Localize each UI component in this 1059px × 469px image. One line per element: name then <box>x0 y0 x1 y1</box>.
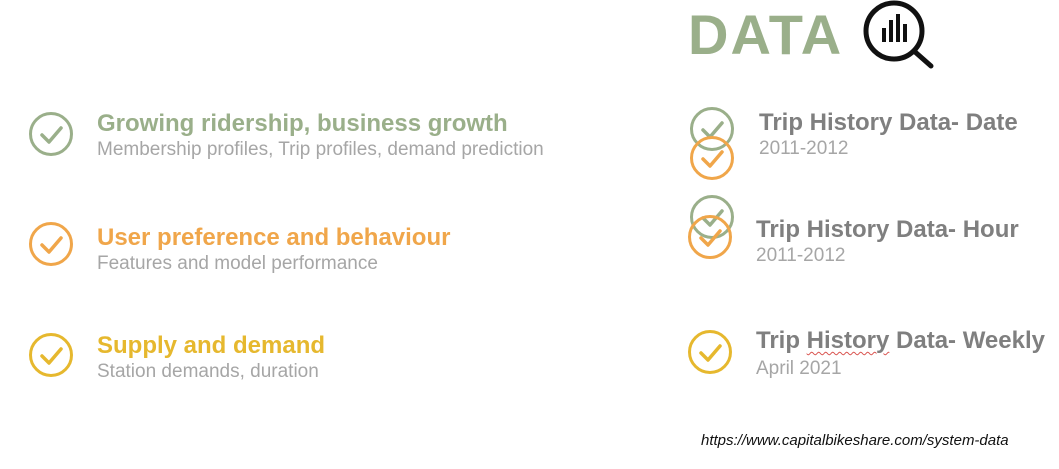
orange-check-icon <box>28 221 74 267</box>
goal-subtitle: Station demands, duration <box>97 361 319 382</box>
dataset-title: Trip History Data- Weekly <box>756 327 1045 355</box>
green-check-icon <box>28 111 74 157</box>
goal-subtitle: Features and model performance <box>97 253 378 274</box>
dataset-title-misspelled-word: History <box>806 327 890 354</box>
dataset-title-pre: Trip <box>756 327 807 354</box>
green-check-icon <box>689 194 735 240</box>
orange-check-icon <box>689 135 735 181</box>
dataset-subtitle: April 2021 <box>756 358 842 379</box>
goal-title: Supply and demand <box>97 332 326 359</box>
orange-check-icon <box>687 214 733 260</box>
yellow-check-icon <box>687 329 733 375</box>
dataset-title: Trip History Data- Date <box>759 109 1018 136</box>
goal-subtitle: Membership profiles, Trip profiles, dema… <box>97 139 544 160</box>
dataset-subtitle: 2011-2012 <box>756 245 846 266</box>
yellow-check-icon <box>28 332 74 378</box>
magnifier-chart-icon <box>862 0 938 70</box>
dataset-title: Trip History Data- Hour <box>756 216 1019 243</box>
goal-title: User preference and behaviour <box>97 224 451 251</box>
source-link[interactable]: https://www.capitalbikeshare.com/system-… <box>701 432 1009 449</box>
data-heading: DATA <box>688 3 844 66</box>
dataset-title-post: Data- Weekly <box>889 327 1045 354</box>
dataset-subtitle: 2011-2012 <box>759 138 849 159</box>
goal-title: Growing ridership, business growth <box>97 110 508 137</box>
